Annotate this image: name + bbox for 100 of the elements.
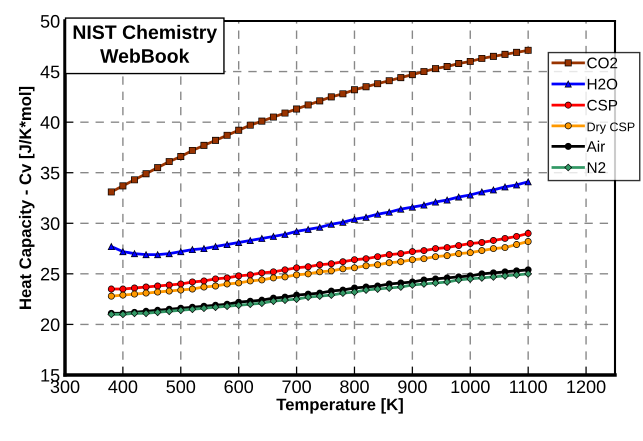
point <box>304 101 312 108</box>
point <box>212 282 219 290</box>
point <box>119 182 126 190</box>
x-axis-title: Temperature [K] <box>276 398 403 414</box>
point <box>212 136 219 144</box>
point <box>316 292 324 300</box>
point <box>466 191 474 198</box>
point <box>374 80 382 88</box>
point <box>131 176 138 184</box>
point <box>328 220 335 228</box>
point <box>166 288 173 295</box>
point <box>420 255 428 262</box>
point <box>339 90 346 98</box>
point <box>200 284 208 290</box>
point <box>246 277 254 284</box>
x-tick-label: 1000 <box>452 380 490 394</box>
point <box>258 276 266 284</box>
point <box>490 273 498 281</box>
annotation: NIST Chemistry WebBook <box>74 24 218 63</box>
point <box>351 264 358 272</box>
point <box>444 63 451 70</box>
point <box>188 286 196 293</box>
point <box>455 60 462 67</box>
y-tick-label: 50 <box>40 14 60 28</box>
point <box>188 146 196 154</box>
point <box>397 250 404 258</box>
point <box>502 183 508 190</box>
point <box>478 54 486 62</box>
point <box>108 243 115 250</box>
point <box>131 250 138 258</box>
point <box>154 251 162 258</box>
point <box>258 269 266 276</box>
point <box>270 274 277 282</box>
point <box>316 224 324 231</box>
legend-label: H2O <box>588 78 618 90</box>
point <box>490 186 497 194</box>
point <box>212 243 219 250</box>
point <box>165 307 173 316</box>
point <box>513 181 520 188</box>
point <box>154 288 162 296</box>
point <box>478 247 486 254</box>
point <box>154 308 162 316</box>
point <box>478 239 486 246</box>
point <box>502 50 508 58</box>
point <box>408 71 416 78</box>
point <box>524 230 532 237</box>
point <box>119 286 126 293</box>
point <box>374 285 382 293</box>
point <box>258 234 266 242</box>
point <box>200 304 208 312</box>
point <box>200 277 208 284</box>
y-tick-label: 30 <box>40 217 60 230</box>
point <box>328 93 335 100</box>
point <box>177 280 184 288</box>
point <box>339 289 347 297</box>
point <box>328 260 335 268</box>
point <box>490 245 497 252</box>
y-tick-label: 45 <box>40 66 60 78</box>
point <box>177 286 184 294</box>
point <box>166 158 173 166</box>
point <box>224 132 231 139</box>
point <box>420 247 428 254</box>
point <box>223 302 231 310</box>
point <box>258 299 266 307</box>
point <box>432 253 439 260</box>
point <box>397 283 405 291</box>
point <box>212 275 219 282</box>
point <box>281 296 289 304</box>
x-tick-label: 700 <box>282 380 311 394</box>
point <box>374 210 382 218</box>
point <box>490 52 497 60</box>
point <box>501 272 509 280</box>
point <box>234 301 242 309</box>
point <box>408 248 416 256</box>
point <box>142 310 150 318</box>
point <box>246 271 254 278</box>
point <box>304 226 312 233</box>
point <box>362 214 370 221</box>
point <box>524 238 532 245</box>
point <box>397 206 404 213</box>
point <box>119 248 126 256</box>
point <box>339 218 346 226</box>
point <box>351 86 358 94</box>
point <box>362 286 370 294</box>
point <box>258 118 266 125</box>
y-tick-label: 25 <box>40 268 60 281</box>
point <box>212 303 220 312</box>
point <box>524 270 532 278</box>
point <box>316 268 324 276</box>
y-tick-label: 15 <box>41 369 60 382</box>
point <box>304 293 312 301</box>
point <box>166 282 173 288</box>
point <box>292 295 300 303</box>
point <box>420 280 428 288</box>
point <box>386 251 393 258</box>
x-tick-label: 600 <box>224 380 254 394</box>
point <box>339 258 346 266</box>
x-tick-label: 500 <box>166 380 196 394</box>
point <box>502 234 508 242</box>
y-axis-title: Heat Capacity - Cv [J/K*mol] <box>18 86 34 309</box>
